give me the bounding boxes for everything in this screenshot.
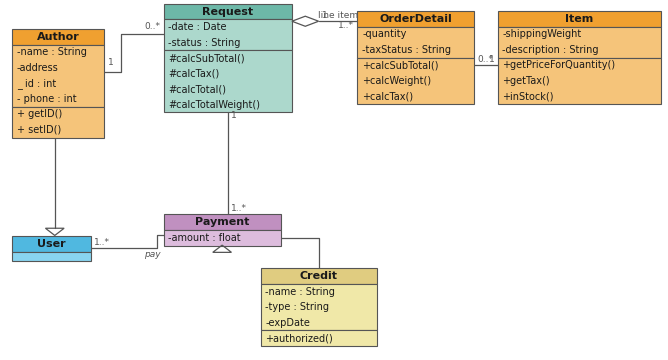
Text: - phone : int: - phone : int (17, 94, 76, 104)
Text: +getTax(): +getTax() (502, 76, 550, 86)
Text: -shippingWeight: -shippingWeight (502, 30, 582, 39)
Text: 1..*: 1..* (231, 204, 247, 213)
Text: +inStock(): +inStock() (502, 91, 554, 101)
Text: -type : String: -type : String (265, 302, 329, 312)
Text: 1..*: 1..* (94, 238, 110, 247)
Text: 1: 1 (488, 55, 494, 64)
Bar (12, 45, 104, 107)
Text: -name : String: -name : String (265, 287, 335, 297)
Text: -status : String: -status : String (168, 38, 240, 48)
Bar (498, 11, 661, 27)
Text: 1: 1 (108, 58, 114, 67)
Text: -date : Date: -date : Date (168, 22, 227, 32)
Text: 1..*: 1..* (338, 21, 354, 30)
Text: +calcSubTotal(): +calcSubTotal() (362, 60, 439, 70)
Text: _ id : int: _ id : int (17, 78, 56, 89)
Bar (357, 11, 474, 27)
Text: pay: pay (144, 250, 160, 259)
Text: -description : String: -description : String (502, 45, 599, 55)
Text: -taxStatus : String: -taxStatus : String (362, 45, 451, 55)
Text: #calcTax(): #calcTax() (168, 69, 220, 78)
Bar (12, 252, 91, 261)
Bar (164, 4, 292, 19)
Text: +getPriceForQuantity(): +getPriceForQuantity() (502, 60, 615, 70)
Text: +calcWeight(): +calcWeight() (362, 76, 431, 86)
Bar (498, 58, 661, 104)
Bar (164, 230, 281, 246)
Text: 1: 1 (322, 11, 328, 20)
Text: +calcTax(): +calcTax() (362, 91, 413, 101)
Bar (164, 50, 292, 112)
Text: #calcTotal(): #calcTotal() (168, 84, 226, 94)
Text: -quantity: -quantity (362, 30, 406, 39)
Bar (164, 214, 281, 230)
Text: Author: Author (37, 32, 79, 42)
Text: 1: 1 (231, 111, 237, 120)
Text: #calcSubTotal(): #calcSubTotal() (168, 53, 245, 63)
Bar (261, 330, 377, 346)
Text: -expDate: -expDate (265, 318, 310, 328)
Text: + setID(): + setID() (17, 125, 61, 135)
Text: Payment: Payment (195, 217, 249, 227)
Bar (164, 19, 292, 50)
Bar (12, 236, 91, 252)
Bar (357, 27, 474, 58)
Text: + getID(): + getID() (17, 109, 62, 119)
Text: User: User (37, 239, 65, 249)
Text: +authorized(): +authorized() (265, 333, 333, 343)
Bar (12, 29, 104, 45)
Text: line item: line item (318, 11, 358, 20)
Text: Request: Request (202, 6, 253, 17)
Bar (261, 284, 377, 330)
Text: 0..*: 0..* (144, 22, 160, 31)
Text: -amount : float: -amount : float (168, 233, 241, 243)
Bar (261, 268, 377, 284)
Text: Item: Item (565, 14, 594, 24)
Text: OrderDetail: OrderDetail (379, 14, 452, 24)
Text: Credit: Credit (300, 271, 338, 281)
Text: -address: -address (17, 63, 59, 73)
Text: -name : String: -name : String (17, 48, 87, 57)
Text: 0..*: 0..* (478, 55, 494, 64)
Bar (498, 27, 661, 58)
Bar (357, 58, 474, 104)
Text: #calcTotalWeight(): #calcTotalWeight() (168, 100, 261, 109)
Bar (12, 107, 104, 138)
